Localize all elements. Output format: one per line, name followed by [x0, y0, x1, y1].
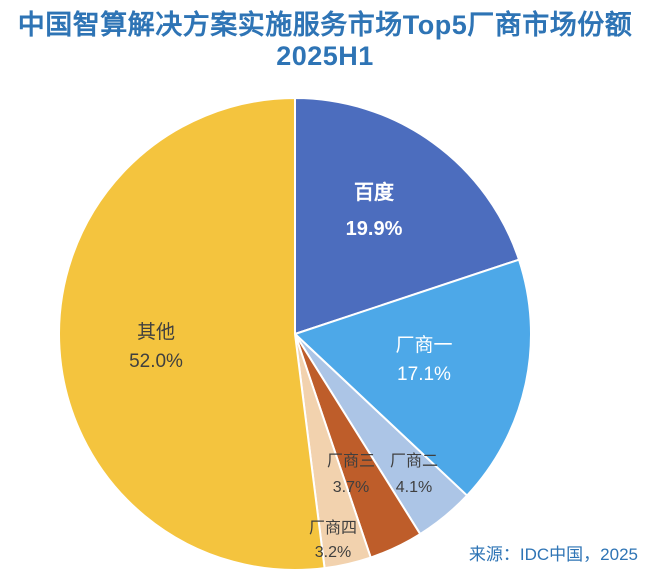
pie-slice-vendor1: [294, 258, 533, 497]
source-note: 来源：IDC中国，2025: [468, 545, 638, 564]
pie-slice-others: [58, 97, 326, 571]
pie-wedges: [58, 97, 533, 571]
chart-title-line1: 中国智算解决方案实施服务市场Top5厂商市场份额: [17, 10, 633, 40]
pie-slice-baidu: [294, 97, 520, 335]
chart-title-line2: 2025H1: [276, 41, 374, 71]
chart-title: 中国智算解决方案实施服务市场Top5厂商市场份额 2025H1: [0, 10, 650, 72]
